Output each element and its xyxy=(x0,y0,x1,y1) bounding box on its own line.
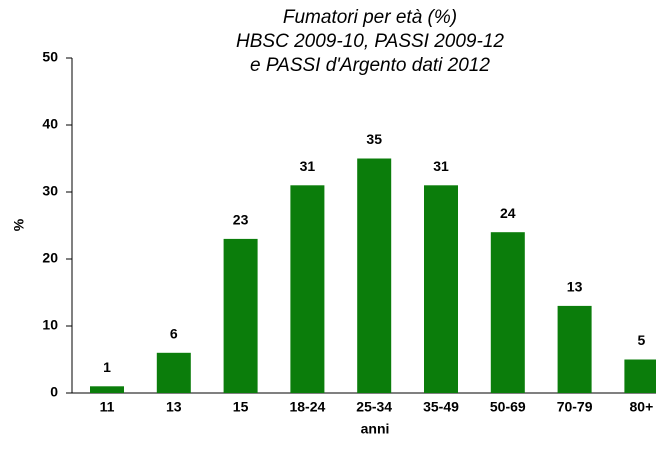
y-tick-label: 30 xyxy=(42,183,58,199)
x-tick-label: 80+ xyxy=(630,399,654,415)
bar xyxy=(490,232,525,393)
bar xyxy=(624,359,656,393)
x-tick-label: 50-69 xyxy=(490,399,526,415)
data-label: 24 xyxy=(500,205,516,221)
data-label: 13 xyxy=(567,279,583,295)
y-tick-label: 20 xyxy=(42,250,58,266)
x-tick-label: 70-79 xyxy=(557,399,593,415)
chart-title: Fumatori per età (%) xyxy=(283,7,457,28)
chart-title: HBSC 2009-10, PASSI 2009-12 xyxy=(236,31,504,52)
data-label: 35 xyxy=(366,131,382,147)
data-label: 23 xyxy=(233,212,249,228)
x-axis-label: anni xyxy=(361,421,390,437)
bar xyxy=(424,185,458,393)
x-tick-label: 15 xyxy=(233,399,249,415)
x-tick-label: 11 xyxy=(100,399,115,415)
chart-title: e PASSI d'Argento dati 2012 xyxy=(250,55,490,76)
bar xyxy=(357,158,392,393)
bar xyxy=(90,386,124,393)
data-label: 31 xyxy=(433,158,449,174)
x-tick-label: 18-24 xyxy=(289,399,325,415)
y-tick-label: 50 xyxy=(42,49,58,65)
data-label: 6 xyxy=(170,326,178,342)
bar xyxy=(557,305,592,393)
y-tick-label: 10 xyxy=(42,317,58,333)
y-tick-label: 40 xyxy=(42,116,58,132)
data-label: 31 xyxy=(300,158,316,174)
bar xyxy=(223,238,258,393)
x-tick-label: 35-49 xyxy=(423,399,459,415)
data-label: 5 xyxy=(638,332,646,348)
y-axis-label: % xyxy=(11,218,27,231)
x-tick-label: 25-34 xyxy=(356,399,392,415)
bar xyxy=(156,352,191,393)
data-label: 1 xyxy=(103,359,111,375)
x-tick-label: 13 xyxy=(166,399,182,415)
bar xyxy=(290,185,325,393)
y-tick-label: 0 xyxy=(50,384,58,400)
